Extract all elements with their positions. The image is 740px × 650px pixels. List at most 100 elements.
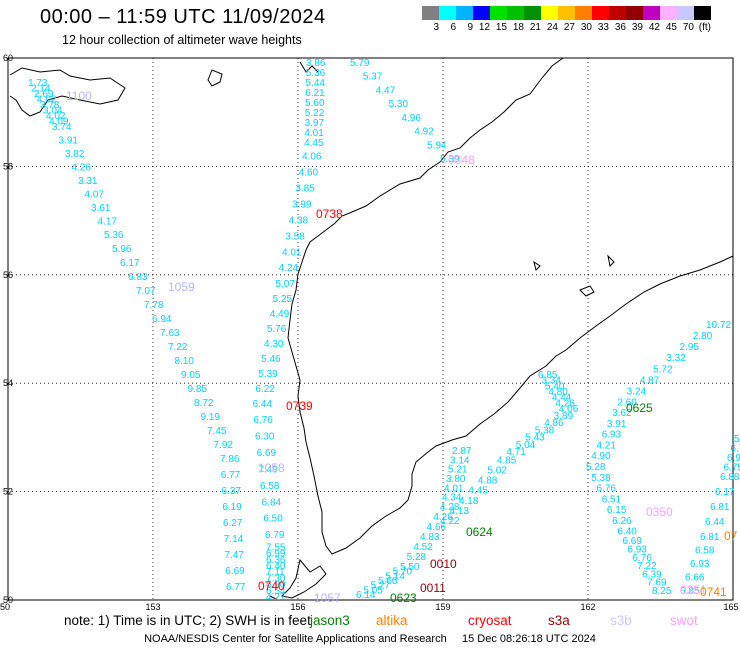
track-g-value: 6.88 <box>720 472 740 483</box>
track-f-value: 6.40 <box>617 527 637 538</box>
scale-swatch: 70 <box>677 6 694 33</box>
track-g-value: 6.81 <box>710 502 730 513</box>
pass-time-label: 0624 <box>466 525 493 539</box>
track-f-value: 6.69 <box>622 536 642 547</box>
pass-time-label: 0350 <box>646 505 673 519</box>
lon-tick-label: 165 <box>723 602 738 612</box>
track-a-value: 5.96 <box>112 244 132 255</box>
track-g-value: 6.44 <box>705 517 725 528</box>
scale-label: 36 <box>614 22 626 33</box>
track-f-value: 6.76 <box>596 484 616 495</box>
track-d-value: 4.34 <box>442 493 462 504</box>
pass-time-label: 0738 <box>316 207 343 221</box>
track-d-value: 5.66 <box>378 576 398 587</box>
track-d-value: 5.21 <box>448 465 468 476</box>
track-b-value: 4.60 <box>299 168 319 179</box>
track-b-value: 5.60 <box>305 98 325 109</box>
satellite-legend-item: s3b <box>610 613 632 628</box>
track-c-value: 5.39 <box>440 154 460 165</box>
satellite-legend-item: cryosat <box>468 613 512 628</box>
track-b-value: 6.40 <box>266 561 286 572</box>
scale-swatch: 36 <box>609 6 626 33</box>
track-f-value: 3.91 <box>607 419 627 430</box>
track-a-value: 8.72 <box>194 398 214 409</box>
track-b-value: 4.01 <box>304 128 324 139</box>
track-f-value: 5.38 <box>591 473 611 484</box>
track-f-value: 6.93 <box>627 544 647 555</box>
track-d-value: 5.50 <box>400 562 420 573</box>
scale-label: 3 <box>433 22 439 33</box>
track-b-value: 3.85 <box>295 183 315 194</box>
track-f-value: 3.62 <box>612 408 632 419</box>
track-a-value: 7.78 <box>144 300 164 311</box>
track-e-value: 3.89 <box>554 411 574 422</box>
footnote: note: 1) Time is in UTC; 2) SWH is in fe… <box>64 613 311 628</box>
track-d-value: 4.83 <box>420 532 440 543</box>
scale-label: 70 <box>682 22 694 33</box>
track-g-value: 6.93 <box>690 559 710 570</box>
track-f-value: 2.95 <box>680 342 700 353</box>
track-a-value: 6.19 <box>222 502 242 513</box>
scale-swatch: 42 <box>643 6 660 33</box>
track-b-value: 4.30 <box>264 339 284 350</box>
satellite-legend-item: jason3 <box>310 613 350 628</box>
scale-swatch: 39 <box>626 6 643 33</box>
track-d-value: 5.14 <box>385 571 405 582</box>
track-b-value: 4.24 <box>279 263 299 274</box>
track-f-value: 7.69 <box>647 578 667 589</box>
track-a-value: 9.19 <box>201 412 221 423</box>
lat-tick-label: 50 <box>3 595 13 605</box>
track-a-value: 6.83 <box>128 272 148 283</box>
track-g-value: 6.17 <box>715 487 735 498</box>
pass-time-label: 0739 <box>286 399 313 413</box>
coastline-segment <box>9 67 126 117</box>
track-a-value: 3.74 <box>52 122 72 133</box>
track-a-value: 4.07 <box>85 190 105 201</box>
track-d-value: 4.66 <box>427 522 447 533</box>
track-a-value: 6.69 <box>225 566 245 577</box>
scale-swatch: (ft) <box>694 6 711 33</box>
track-b-value: 6.79 <box>265 530 285 541</box>
track-b-value: 4.01 <box>282 247 302 258</box>
track-b-value: 4.38 <box>289 215 309 226</box>
track-e-value: 4.13 <box>449 506 469 517</box>
satellite-tracks: 1.732.142.694.023.783.044.024.093.743.91… <box>28 58 740 603</box>
coastline-segment <box>207 69 223 87</box>
track-f-value: 6.51 <box>602 494 622 505</box>
scale-label: 21 <box>529 22 541 33</box>
track-b-value: 6.90 <box>266 580 286 591</box>
track-f-value: 6.26 <box>612 516 632 527</box>
track-f-value: 6.15 <box>607 505 627 516</box>
track-g-value: 6.75 <box>731 444 740 455</box>
track-a-value: 6.94 <box>152 314 172 325</box>
track-c-value: 4.47 <box>376 85 396 96</box>
track-b-value: 6.69 <box>257 448 277 459</box>
track-c-value: 4.96 <box>401 113 421 124</box>
lat-lon-grid <box>8 58 733 600</box>
coastline-segment <box>269 595 279 601</box>
track-a-value: 3.31 <box>78 176 98 187</box>
scale-label: 12 <box>478 22 490 33</box>
track-a-value: 7.63 <box>160 328 180 339</box>
scale-label: 42 <box>648 22 660 33</box>
track-a-value: 7.45 <box>207 426 227 437</box>
coastline-segment <box>299 61 319 73</box>
track-f-value: 2.80 <box>693 331 713 342</box>
satellite-legend-item: s3a <box>548 613 570 628</box>
coastline-segment <box>607 254 615 268</box>
track-b-value: 3.58 <box>285 231 305 242</box>
track-b-value: 5.36 <box>306 68 326 79</box>
track-e-value: 5.04 <box>516 440 536 451</box>
pass-time-labels: 1100 0738 0348 1059 0739 1058 0740 1057 0623 0624… <box>66 89 738 605</box>
track-a-value: 6.77 <box>226 582 246 593</box>
track-b-value: 5.44 <box>306 78 326 89</box>
track-e-value: 5.38 <box>535 425 555 436</box>
track-b-value: 6.22 <box>255 384 275 395</box>
track-b-value: 7.49 <box>258 464 278 475</box>
scale-swatch: 30 <box>575 6 592 33</box>
scale-label: 39 <box>631 22 643 33</box>
track-g-value: 6.85 <box>680 586 700 597</box>
pass-time-label: 0010 <box>430 557 457 571</box>
lon-tick-label: 159 <box>435 602 450 612</box>
pass-time-label: 1059 <box>168 280 195 294</box>
